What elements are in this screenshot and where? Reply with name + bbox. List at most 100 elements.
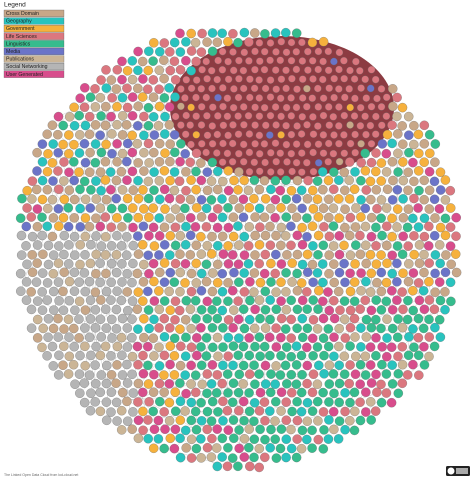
dataset-node (90, 305, 101, 315)
dataset-node (235, 56, 243, 65)
dataset-node (267, 168, 275, 176)
dataset-node (308, 57, 317, 65)
dataset-node (137, 239, 148, 250)
dataset-node (287, 203, 297, 214)
dataset-node (165, 267, 176, 278)
legend-label: Life Sciences (6, 34, 37, 40)
dataset-node (224, 131, 232, 140)
dataset-node (101, 323, 112, 333)
dataset-node (328, 369, 339, 379)
dataset-node (180, 239, 191, 250)
dataset-node (329, 424, 339, 435)
dataset-node (133, 101, 143, 112)
dataset-node (334, 397, 344, 408)
dataset-node (143, 286, 153, 297)
dataset-node (238, 379, 248, 389)
dataset-node (80, 286, 90, 297)
dataset-node (127, 130, 137, 141)
dataset-node (233, 185, 243, 195)
dataset-node (175, 231, 186, 241)
dataset-node (376, 176, 386, 186)
dataset-node (334, 175, 344, 185)
dataset-node (413, 350, 424, 361)
dataset-node (340, 277, 350, 288)
dataset-node (287, 94, 295, 102)
dataset-node (414, 240, 425, 250)
dataset-node (302, 397, 313, 408)
dataset-node (170, 147, 180, 158)
dataset-node (371, 369, 381, 380)
dataset-node (286, 185, 297, 196)
dataset-node (408, 268, 419, 278)
dataset-node (419, 175, 429, 186)
dataset-node (154, 378, 165, 389)
dataset-node (254, 258, 264, 269)
dataset-node (324, 231, 335, 242)
dataset-node (138, 296, 148, 306)
dataset-node (287, 130, 296, 139)
dataset-node (117, 74, 127, 85)
dataset-node (63, 203, 74, 213)
dataset-node (250, 158, 259, 167)
dataset-node (148, 56, 158, 66)
dataset-node (272, 157, 280, 166)
dataset-node (101, 139, 111, 150)
dataset-node (122, 323, 133, 333)
dataset-node (319, 369, 329, 379)
dataset-node (387, 231, 397, 242)
dataset-node (223, 222, 234, 233)
dataset-node (296, 443, 307, 454)
dataset-node (192, 350, 202, 361)
dataset-node (403, 241, 413, 251)
dataset-node (340, 149, 349, 158)
dataset-node (239, 66, 248, 75)
dataset-node (122, 232, 132, 242)
dataset-node (227, 453, 238, 463)
dataset-node (366, 378, 377, 388)
dataset-node (21, 221, 32, 232)
dataset-node (213, 351, 223, 362)
dataset-node (333, 286, 344, 297)
dataset-node (90, 157, 101, 168)
dataset-node (111, 397, 122, 408)
dataset-node (74, 296, 85, 307)
dataset-node (227, 397, 238, 408)
dataset-node (313, 212, 324, 222)
dataset-node (180, 314, 191, 325)
dataset-node (335, 65, 343, 74)
dataset-node (190, 406, 201, 417)
dataset-node (309, 75, 317, 83)
dataset-node (32, 221, 43, 232)
dataset-node (340, 131, 348, 139)
dataset-node (308, 315, 319, 325)
dataset-node (302, 378, 312, 389)
dataset-node (319, 94, 328, 102)
dataset-node (58, 305, 69, 316)
dataset-node (266, 131, 274, 139)
dataset-node (361, 332, 372, 342)
dataset-node (75, 388, 85, 398)
dataset-node (159, 240, 170, 250)
dataset-node (266, 277, 276, 287)
dataset-node (239, 175, 249, 186)
dataset-node (307, 259, 318, 270)
dataset-node (213, 75, 221, 84)
dataset-node (361, 75, 369, 84)
dataset-node (148, 406, 158, 417)
dataset-node (345, 341, 355, 351)
dataset-node (26, 287, 36, 297)
dataset-node (22, 203, 32, 213)
dataset-node (159, 258, 170, 268)
dataset-node (355, 230, 365, 241)
dataset-node (112, 101, 122, 112)
dataset-node (445, 277, 456, 288)
dataset-node (408, 324, 418, 334)
dataset-node (382, 258, 392, 269)
dataset-node (283, 158, 291, 166)
dataset-node (75, 259, 85, 270)
dataset-node (277, 131, 285, 139)
dataset-node (244, 222, 255, 232)
dataset-node (191, 56, 201, 67)
dataset-node (101, 65, 111, 75)
dataset-node (159, 222, 170, 233)
